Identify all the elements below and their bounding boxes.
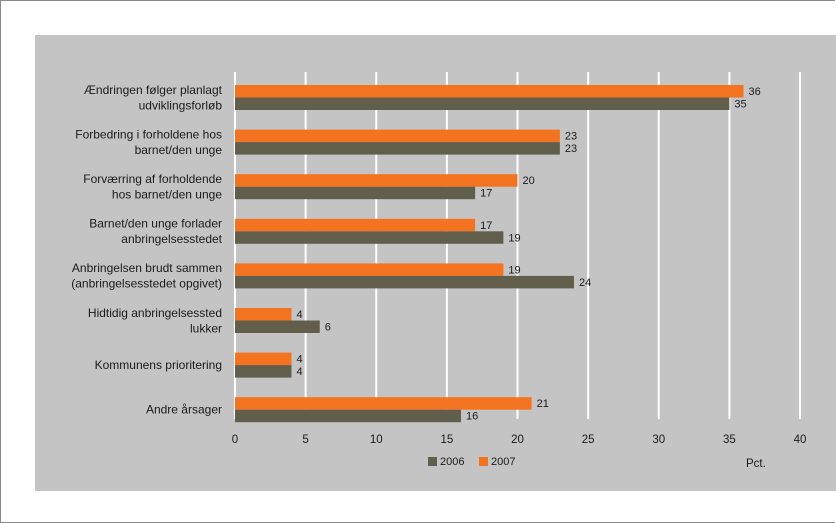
value-label-2007: 4 — [297, 309, 303, 321]
bar-2007 — [235, 85, 744, 98]
category-label: Anbringelsen brudt sammen (anbringelsesst… — [71, 261, 222, 291]
category-label-line: lukker — [190, 321, 222, 335]
bar-2007 — [235, 218, 476, 232]
x-tick-labels: 0 5 10 15 20 25 30 35 40 — [232, 434, 807, 446]
category-labels: Ændringen følger planlagt udviklingsforlø… — [71, 83, 222, 417]
value-label-2007: 19 — [508, 264, 520, 276]
bar-2007 — [235, 174, 518, 187]
value-label-2006: 24 — [579, 277, 591, 289]
bar-2006 — [235, 365, 292, 378]
category-label-line: Barnet/den unge forlader — [89, 217, 222, 231]
category-label: Hidtidig anbringelsessted lukker — [88, 306, 222, 336]
category-label-line: barnet/den unge — [135, 143, 223, 157]
bars — [235, 85, 744, 423]
category-label-line: Forværring af forholdende — [83, 172, 222, 186]
legend-label-2007: 2007 — [491, 456, 515, 468]
category-label-line: udviklingsforløb — [139, 98, 223, 112]
value-label-2007: 36 — [749, 86, 761, 98]
category-label: Kommunens prioritering — [95, 358, 222, 372]
category-label-line: Anbringelsen brudt sammen — [72, 261, 222, 275]
x-tick-label: 15 — [440, 434, 453, 446]
x-tick-label: 25 — [582, 434, 595, 446]
category-label-line: Kommunens prioritering — [95, 358, 222, 372]
x-tick-label: 20 — [511, 434, 524, 446]
category-label-line: Hidtidig anbringelsessted — [88, 306, 222, 320]
category-label: Ændringen følger planlagt udviklingsforlø… — [84, 83, 223, 113]
legend-swatch-2006 — [428, 457, 437, 466]
category-label-line: Ændringen følger planlagt — [84, 83, 223, 97]
bar-2007 — [235, 397, 532, 410]
value-label-2006: 4 — [297, 366, 303, 378]
x-tick-label: 30 — [652, 434, 665, 446]
value-label-2006: 19 — [508, 232, 520, 244]
category-label: Forbedring i forholdene hos barnet/den un… — [75, 127, 222, 157]
legend-swatch-2007 — [479, 457, 488, 466]
x-tick-label: 35 — [723, 434, 736, 446]
legend-label-2006: 2006 — [440, 456, 464, 468]
x-axis-label: Pct. — [746, 458, 766, 470]
value-label-2006: 23 — [565, 143, 577, 155]
value-label-2006: 35 — [734, 99, 746, 111]
value-label-2007: 20 — [523, 175, 535, 187]
value-label-2006: 6 — [325, 322, 331, 334]
value-label-2007: 23 — [565, 131, 577, 143]
value-label-2007: 4 — [297, 354, 303, 366]
category-label: Barnet/den unge forlader anbringelsessted… — [89, 217, 222, 247]
value-label-2006: 17 — [480, 188, 492, 200]
category-label-line: hos barnet/den unge — [112, 187, 222, 201]
bar-2006 — [235, 186, 476, 200]
bar-2007 — [235, 129, 560, 143]
x-tick-label: 40 — [794, 434, 807, 446]
bar-2007 — [235, 308, 292, 321]
x-tick-label: 5 — [302, 434, 308, 446]
x-tick-label: 10 — [370, 434, 383, 446]
bar-2006 — [235, 142, 560, 155]
value-label-2007: 17 — [480, 220, 492, 232]
bar-2006 — [235, 97, 730, 110]
x-tick-label: 0 — [232, 434, 238, 446]
bar-2006 — [235, 275, 574, 289]
category-label: Forværring af forholdende hos barnet/den … — [83, 172, 222, 202]
chart-panel: 36 35 23 23 20 17 17 19 19 24 4 6 4 4 21 16 Ændringen f… — [35, 35, 836, 491]
category-label-line: Andre årsager — [146, 403, 222, 417]
bar-2006 — [235, 231, 504, 244]
bar-2007 — [235, 263, 504, 276]
category-label-line: Forbedring i forholdene hos — [75, 127, 222, 141]
bar-2006 — [235, 409, 461, 423]
category-label-line: (anbringelsesstedet opgivet) — [71, 277, 222, 291]
value-label-2006: 16 — [466, 411, 478, 423]
legend: 2006 2007 — [428, 456, 515, 468]
value-label-2007: 21 — [537, 398, 549, 410]
bar-2007 — [235, 352, 292, 366]
category-label-line: anbringelsesstedet — [121, 232, 222, 246]
category-label: Andre årsager — [146, 403, 222, 417]
bar-2006 — [235, 320, 320, 333]
